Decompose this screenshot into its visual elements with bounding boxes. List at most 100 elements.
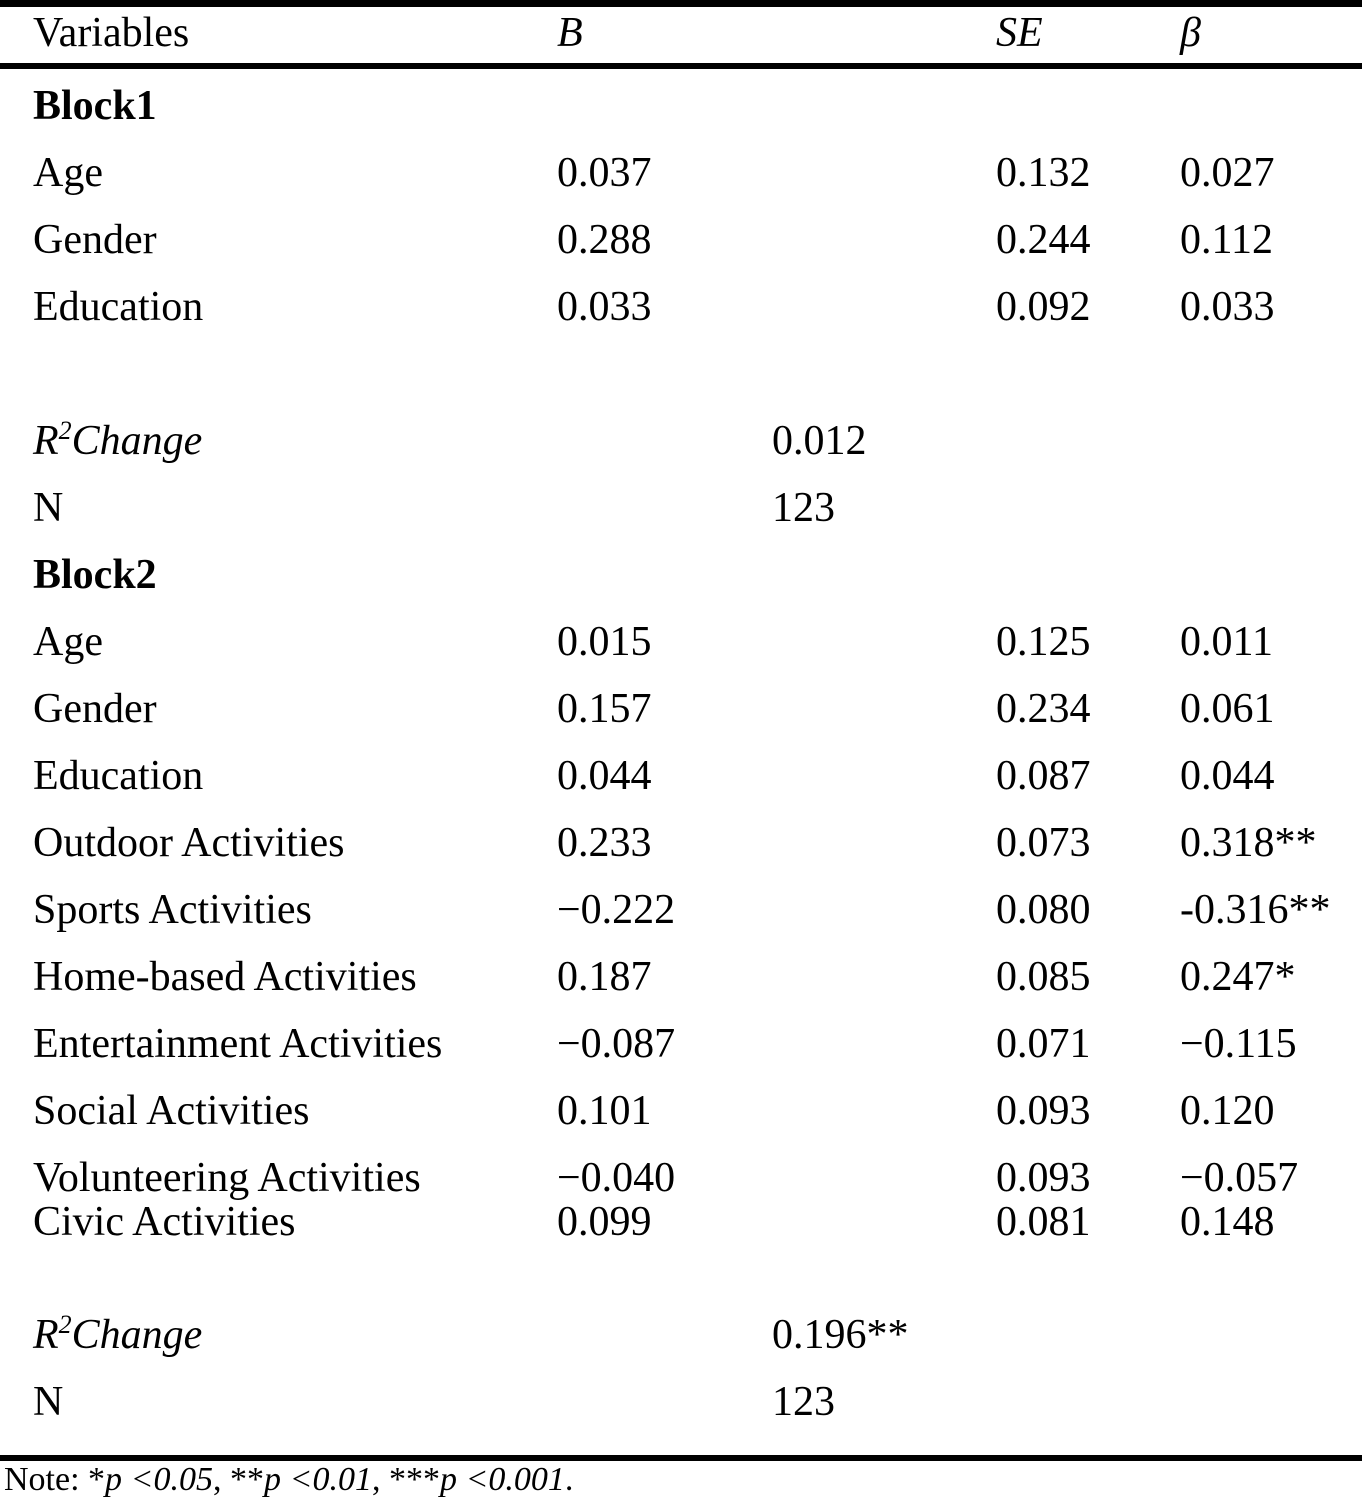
- cell-beta: 0.120: [1180, 1088, 1275, 1134]
- r2-change-row-block2: R2Change 0.196**: [0, 1298, 1362, 1365]
- cell-beta: −0.057: [1180, 1155, 1299, 1201]
- cell-beta: −0.115: [1180, 1021, 1297, 1067]
- cell-se: 0.085: [996, 954, 1091, 1000]
- cell-variable: Gender: [33, 686, 157, 732]
- note-text: Note: *: [4, 1461, 106, 1498]
- cell-beta: 0.027: [1180, 150, 1275, 196]
- cell-beta: 0.112: [1180, 217, 1273, 263]
- table-header-rule: [0, 63, 1362, 69]
- table-row: Gender 0.288 0.244 0.112: [0, 203, 1362, 270]
- cell-variable: Outdoor Activities: [33, 820, 345, 866]
- cell-beta: 0.318**: [1180, 820, 1317, 866]
- cell-variable: Civic Activities: [33, 1199, 296, 1245]
- note-text: , **: [213, 1461, 264, 1498]
- table-row: Sports Activities −0.222 0.080 -0.316**: [0, 873, 1362, 940]
- cell-b: 0.233: [557, 820, 652, 866]
- r2-superscript: 2: [58, 416, 72, 445]
- cell-variable: Social Activities: [33, 1088, 310, 1134]
- table-row: Education 0.044 0.087 0.044: [0, 739, 1362, 806]
- n-value: 123: [772, 1379, 835, 1425]
- section-title: Block1: [33, 83, 157, 129]
- n-row-block2: N 123: [0, 1365, 1362, 1432]
- table-row: Social Activities 0.101 0.093 0.120: [0, 1074, 1362, 1141]
- cell-se: 0.093: [996, 1088, 1091, 1134]
- cell-beta: 0.148: [1180, 1199, 1275, 1245]
- cell-b: 0.187: [557, 954, 652, 1000]
- table-row: Gender 0.157 0.234 0.061: [0, 672, 1362, 739]
- column-header-beta: β: [1180, 10, 1201, 56]
- table-bottom-rule: [0, 1455, 1362, 1461]
- cell-se: 0.132: [996, 150, 1091, 196]
- cell-se: 0.244: [996, 217, 1091, 263]
- table-body: Block1 Age 0.037 0.132 0.027 Gender 0.28…: [0, 69, 1362, 1432]
- cell-variable: Education: [33, 753, 204, 799]
- table-row: Civic Activities 0.099 0.081 0.148: [0, 1199, 1362, 1252]
- cell-variable: Age: [33, 619, 103, 665]
- section-title: Block2: [33, 552, 157, 598]
- cell-variable: Volunteering Activities: [33, 1155, 421, 1201]
- spacer-row: [0, 1252, 1362, 1298]
- section-header-block2: Block2: [0, 538, 1362, 605]
- note-p-0001: p <0.001: [439, 1461, 565, 1498]
- n-label: N: [33, 1379, 64, 1425]
- table-top-rule: [0, 0, 1362, 7]
- cell-b: 0.101: [557, 1088, 652, 1134]
- cell-b: 0.157: [557, 686, 652, 732]
- table-row: Education 0.033 0.092 0.033: [0, 270, 1362, 337]
- cell-se: 0.092: [996, 284, 1091, 330]
- cell-beta: 0.247*: [1180, 954, 1296, 1000]
- cell-b: −0.040: [557, 1155, 676, 1201]
- table-row: Age 0.015 0.125 0.011: [0, 605, 1362, 672]
- cell-beta: 0.033: [1180, 284, 1275, 330]
- note-p-001: p <0.01: [264, 1461, 372, 1498]
- cell-b: 0.099: [557, 1199, 652, 1245]
- n-value: 123: [772, 485, 835, 531]
- spacer-row: [0, 337, 1362, 404]
- cell-b: −0.087: [557, 1021, 676, 1067]
- r2-superscript: 2: [58, 1310, 72, 1339]
- column-header-variables: Variables: [33, 10, 190, 56]
- cell-se: 0.125: [996, 619, 1091, 665]
- cell-se: 0.081: [996, 1199, 1091, 1245]
- r2-change-label: R2Change: [33, 416, 203, 465]
- cell-b: 0.015: [557, 619, 652, 665]
- cell-beta: 0.011: [1180, 619, 1273, 665]
- note-p-005: p <0.05: [105, 1461, 213, 1498]
- note-text: .: [564, 1461, 574, 1498]
- cell-se: 0.073: [996, 820, 1091, 866]
- cell-b: 0.033: [557, 284, 652, 330]
- table-header-row: Variables B SE β: [0, 7, 1362, 63]
- column-header-se: SE: [996, 10, 1043, 56]
- cell-se: 0.093: [996, 1155, 1091, 1201]
- cell-beta: -0.316**: [1180, 887, 1331, 933]
- n-row-block1: N 123: [0, 471, 1362, 538]
- r2-change-value: 0.012: [772, 418, 867, 464]
- significance-note: Note: *p <0.05, **p <0.01, ***p <0.001.: [4, 1461, 1362, 1499]
- note-text: , ***: [371, 1461, 440, 1498]
- cell-variable: Entertainment Activities: [33, 1021, 443, 1067]
- cell-beta: 0.044: [1180, 753, 1275, 799]
- cell-se: 0.087: [996, 753, 1091, 799]
- r2-change-value: 0.196**: [772, 1312, 909, 1358]
- cell-se: 0.080: [996, 887, 1091, 933]
- cell-b: 0.288: [557, 217, 652, 263]
- table-row: Outdoor Activities 0.233 0.073 0.318**: [0, 806, 1362, 873]
- cell-variable: Education: [33, 284, 204, 330]
- n-label: N: [33, 485, 64, 531]
- cell-variable: Gender: [33, 217, 157, 263]
- cell-se: 0.234: [996, 686, 1091, 732]
- section-header-block1: Block1: [0, 69, 1362, 136]
- table-row: Entertainment Activities −0.087 0.071 −0…: [0, 1007, 1362, 1074]
- cell-b: −0.222: [557, 887, 676, 933]
- cell-b: 0.044: [557, 753, 652, 799]
- cell-se: 0.071: [996, 1021, 1091, 1067]
- table-row: Home-based Activities 0.187 0.085 0.247*: [0, 940, 1362, 1007]
- cell-beta: 0.061: [1180, 686, 1275, 732]
- cell-variable: Home-based Activities: [33, 954, 417, 1000]
- column-header-b: B: [557, 10, 583, 56]
- cell-b: 0.037: [557, 150, 652, 196]
- cell-variable: Age: [33, 150, 103, 196]
- table-row: Volunteering Activities −0.040 0.093 −0.…: [0, 1141, 1362, 1208]
- cell-variable: Sports Activities: [33, 887, 312, 933]
